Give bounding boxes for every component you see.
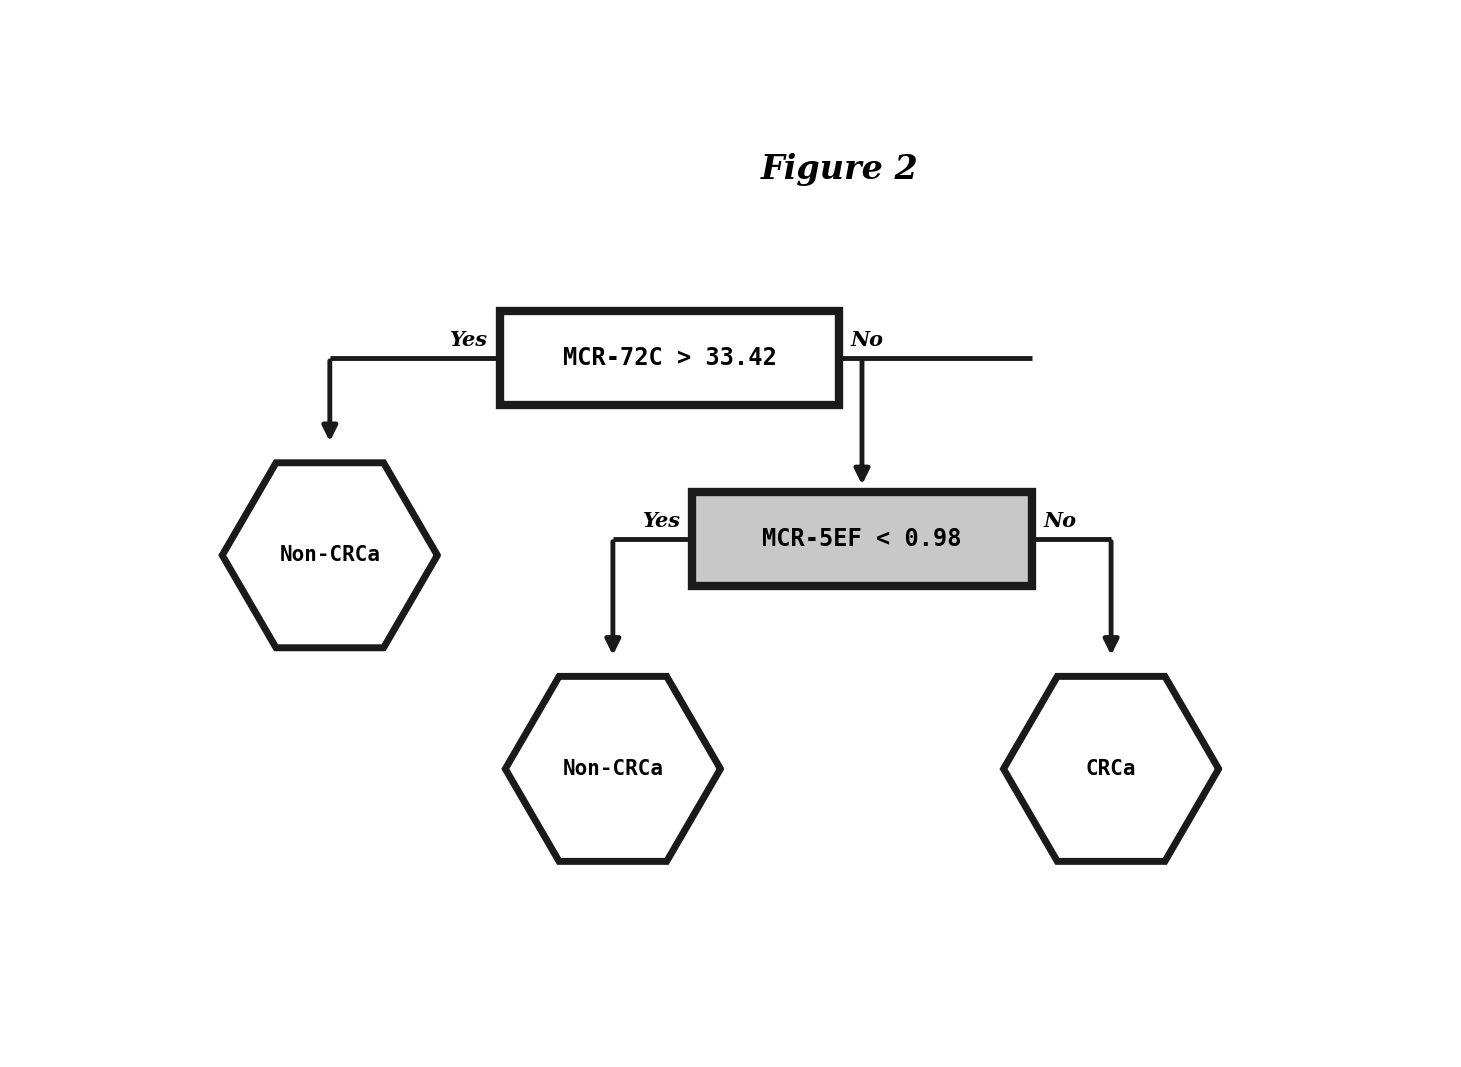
Polygon shape	[506, 676, 720, 861]
Text: Yes: Yes	[450, 330, 488, 350]
Polygon shape	[222, 463, 437, 648]
Text: No: No	[1043, 511, 1077, 530]
Text: Figure 2: Figure 2	[761, 153, 918, 186]
FancyBboxPatch shape	[693, 492, 1031, 586]
Polygon shape	[1004, 676, 1218, 861]
Text: MCR-5EF < 0.98: MCR-5EF < 0.98	[763, 527, 961, 551]
Text: MCR-72C > 33.42: MCR-72C > 33.42	[562, 346, 776, 370]
Text: Yes: Yes	[643, 511, 681, 530]
FancyBboxPatch shape	[500, 310, 840, 405]
Text: Non-CRCa: Non-CRCa	[279, 545, 380, 566]
Text: CRCa: CRCa	[1086, 759, 1137, 779]
Text: Non-CRCa: Non-CRCa	[562, 759, 663, 779]
Text: No: No	[850, 330, 884, 350]
